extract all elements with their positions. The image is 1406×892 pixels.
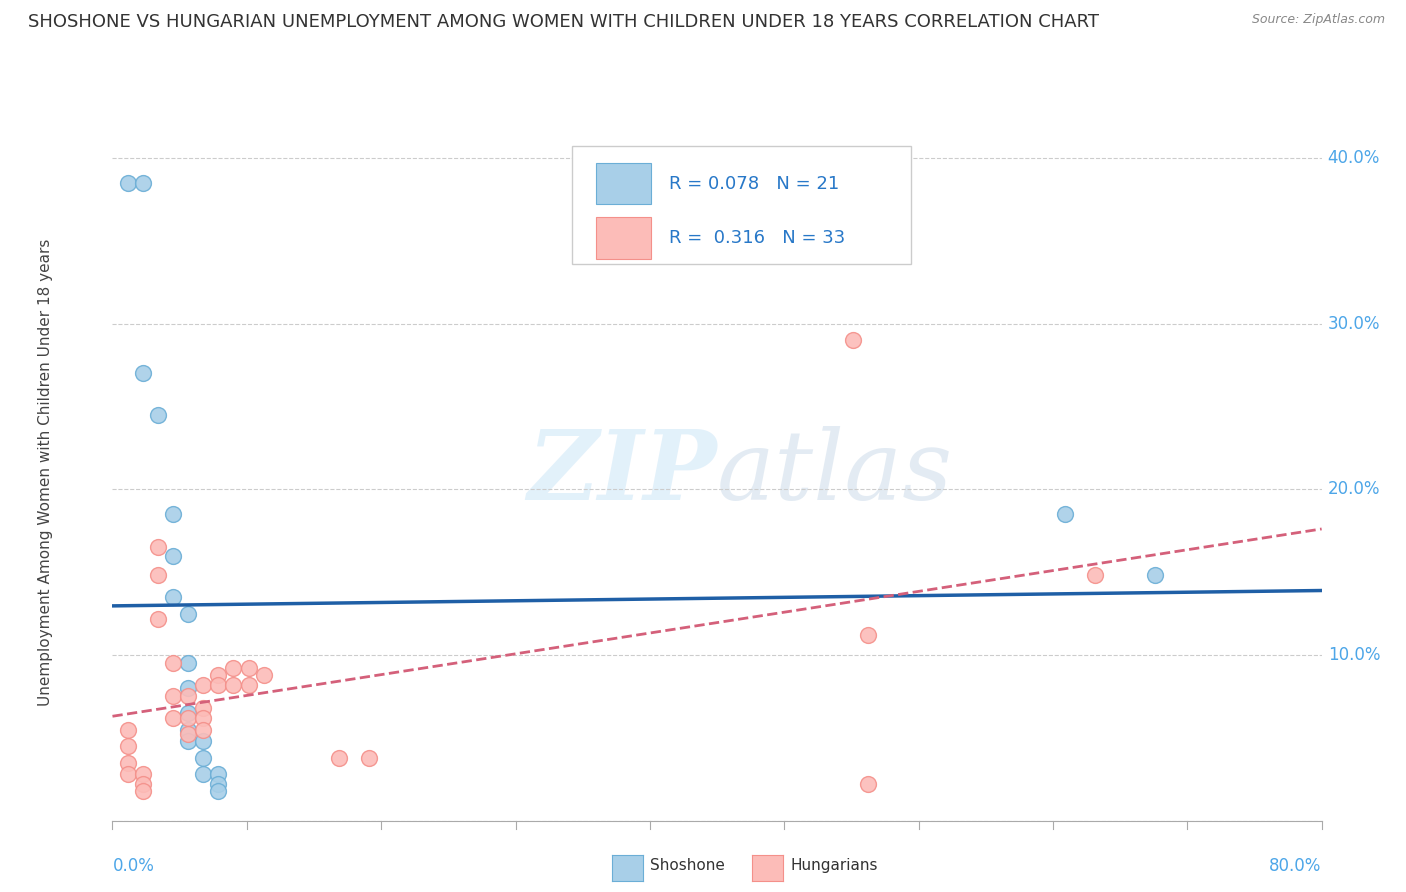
Text: ZIP: ZIP [527,425,717,520]
Text: 10.0%: 10.0% [1327,646,1381,664]
Point [162,657,184,671]
Point [146,611,169,625]
Point [162,507,184,521]
Point [132,176,155,190]
Point [191,711,214,725]
Text: Source: ZipAtlas.com: Source: ZipAtlas.com [1251,13,1385,27]
Text: SHOSHONE VS HUNGARIAN UNEMPLOYMENT AMONG WOMEN WITH CHILDREN UNDER 18 YEARS CORR: SHOSHONE VS HUNGARIAN UNEMPLOYMENT AMONG… [28,13,1099,31]
Point [117,739,139,753]
Point [117,756,139,770]
Point [207,784,229,798]
Point [132,784,155,798]
Point [162,590,184,604]
Point [207,767,229,781]
Point [191,678,214,692]
Text: Hungarians: Hungarians [790,858,877,872]
Point [856,628,880,642]
Point [222,661,245,675]
Text: 80.0%: 80.0% [1270,857,1322,875]
Point [162,711,184,725]
Bar [596,162,651,204]
Point [238,661,260,675]
Point [842,333,865,347]
Point [191,723,214,737]
Point [1084,568,1107,582]
Text: 0.0%: 0.0% [112,857,155,875]
Point [132,767,155,781]
Text: 20.0%: 20.0% [1327,480,1381,499]
Point [328,750,350,764]
Point [191,734,214,748]
Point [132,367,155,381]
Point [856,777,880,791]
Text: 30.0%: 30.0% [1327,315,1381,333]
Point [177,723,200,737]
Point [132,777,155,791]
Point [177,727,200,741]
Point [177,657,200,671]
Point [177,711,200,725]
Point [253,668,276,682]
Point [177,681,200,695]
Point [359,750,381,764]
Point [1144,568,1167,582]
Text: atlas: atlas [717,425,953,520]
Text: Unemployment Among Women with Children Under 18 years: Unemployment Among Women with Children U… [38,239,53,706]
Point [1053,507,1076,521]
Point [117,176,139,190]
Point [117,723,139,737]
Point [177,607,200,621]
Point [146,541,169,555]
Text: 40.0%: 40.0% [1327,149,1381,167]
Point [207,678,229,692]
Point [238,678,260,692]
Point [162,690,184,704]
Point [191,750,214,764]
Text: Shoshone: Shoshone [650,858,724,872]
Point [146,408,169,422]
Text: R = 0.078   N = 21: R = 0.078 N = 21 [669,175,839,193]
Point [222,678,245,692]
Point [162,549,184,563]
Point [177,706,200,720]
Text: R =  0.316   N = 33: R = 0.316 N = 33 [669,229,845,247]
Bar [596,217,651,259]
Point [191,767,214,781]
Point [146,568,169,582]
Point [177,690,200,704]
Point [177,734,200,748]
Point [117,767,139,781]
Point [207,668,229,682]
Point [207,777,229,791]
Point [191,701,214,715]
Bar [572,145,911,264]
